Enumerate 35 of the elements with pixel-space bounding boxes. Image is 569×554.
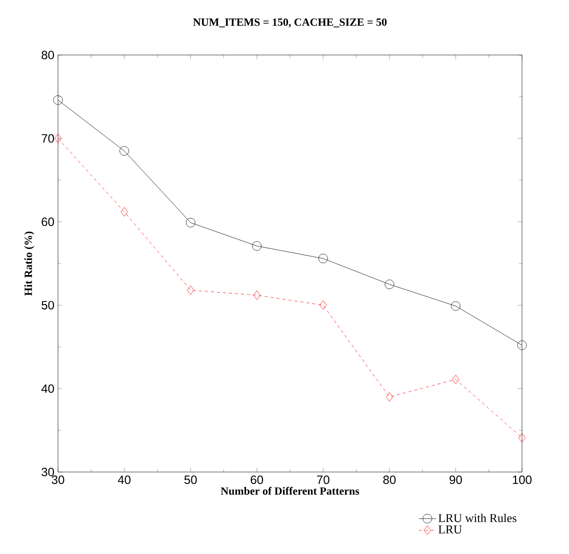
y-tick-label: 70 (42, 134, 54, 143)
y-tick-label: 40 (41, 384, 54, 393)
point (517, 340, 527, 350)
point (452, 374, 460, 384)
x-tick-label: 30 (52, 476, 64, 484)
point (187, 285, 194, 295)
point (384, 280, 394, 290)
point (120, 207, 128, 216)
y-tick-label: 60 (42, 218, 54, 226)
point (320, 300, 327, 310)
point (518, 433, 526, 443)
x-tick-label: 40 (118, 476, 130, 484)
point (54, 134, 62, 144)
x-tick-label: 100 (512, 476, 532, 484)
legend-label: LRU (438, 526, 462, 534)
x-tick-label: 70 (317, 476, 330, 484)
point (451, 301, 460, 311)
y-tick-label: 30 (42, 468, 54, 476)
chart-title: NUM_ITEMS = 150, CACHE_SIZE = 50 (193, 18, 387, 28)
x-tick-label: 60 (250, 476, 264, 484)
legend-label: LRU with Rules (438, 514, 516, 522)
x-axis-title: Number of Different Patterns (220, 486, 360, 495)
point (186, 218, 196, 228)
point (252, 241, 262, 251)
y-axis-title: Hit Ratio (%) (24, 232, 34, 296)
y-tick-label: 80 (42, 50, 54, 60)
point (53, 95, 63, 105)
x-tick-label: 50 (184, 476, 197, 484)
y-tick-label: 50 (42, 300, 54, 310)
x-tick-label: 80 (383, 476, 396, 484)
point (386, 392, 394, 402)
point (120, 146, 129, 156)
point (318, 254, 328, 264)
x-tick-label: 90 (450, 476, 462, 484)
point (253, 290, 260, 300)
